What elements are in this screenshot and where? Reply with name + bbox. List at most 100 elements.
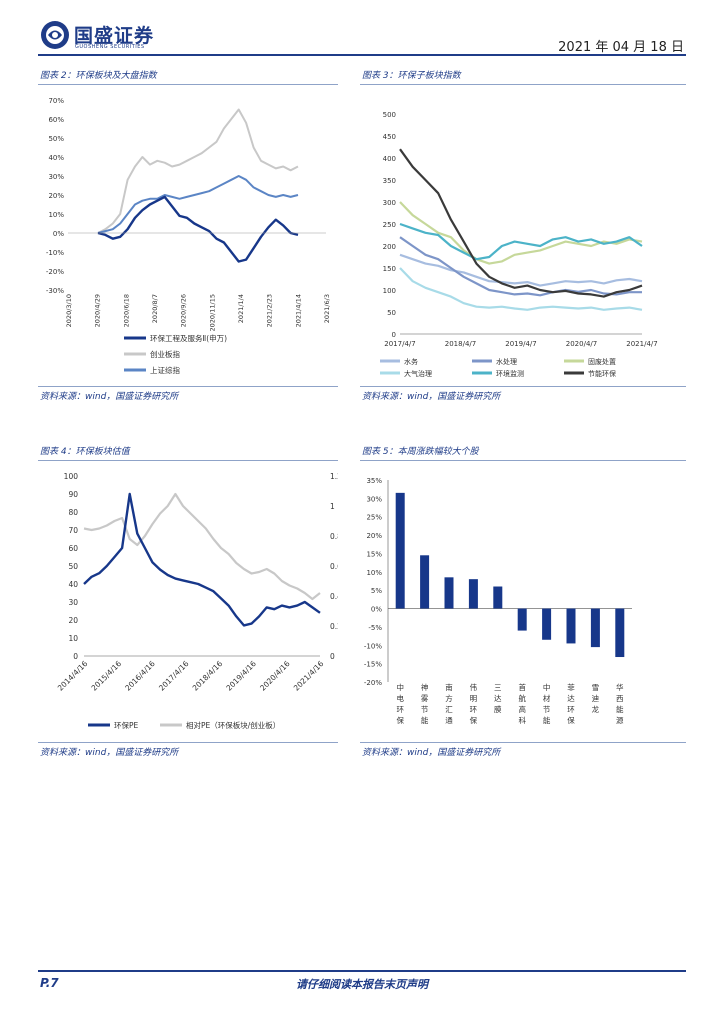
fig5-bar [493,586,503,609]
fig4-x-tick: 2017/4/16 [157,659,191,693]
fig3-y-tick: 300 [383,199,396,207]
fig5-y-tick: -20% [364,679,382,687]
fig4-pe-line [83,492,321,627]
fig2-y-tick: 40% [48,154,64,162]
fig4-title-rule [38,460,338,461]
fig4-x-tick: 2020/4/16 [258,659,292,693]
fig5-source: 资料来源：wind，国盛证券研究所 [362,748,501,758]
fig2-y-tick: -30% [46,287,64,295]
fig4-y-left-tick: 70 [68,526,78,535]
fig4-legend-label: 环保PE [114,721,139,730]
page-number: P.7 [40,976,59,990]
fig2-x-tick: 2020/11/15 [208,294,216,331]
fig5-bar [395,492,405,609]
fig2-series-line [97,108,299,234]
fig2-x-tick: 2020/4/29 [94,294,102,327]
fig2-title-rule [38,84,338,85]
fig3-x-tick: 2018/4/7 [445,340,476,348]
fig4-x-tick: 2016/4/16 [123,659,157,693]
fig2-y-tick: 50% [48,135,64,143]
fig5-y-tick: 35% [366,477,382,485]
fig2-source: 资料来源：wind，国盛证券研究所 [40,392,179,402]
fig4-chart: 10090807060504030201001.210.80.60.40.202… [56,472,338,730]
fig3-legend-label: 节能环保 [588,369,616,378]
fig3-y-tick: 200 [383,243,396,251]
fig4-y-right-tick: 1.2 [330,472,338,481]
brand-name: 国盛证券 [74,25,155,47]
fig2-x-tick: 2021/4/14 [294,294,302,327]
fig4-y-left-tick: 90 [68,490,78,499]
fig3-legend-label: 水务 [404,357,418,366]
fig5-y-tick: 10% [366,569,382,577]
fig3-x-tick: 2019/4/7 [505,340,536,348]
fig3-series-line [399,267,643,311]
fig3-y-tick: 250 [383,221,396,229]
fig2-y-tick: 60% [48,116,64,124]
fig4-source-rule [38,742,338,743]
fig4-y-right-tick: 0.6 [330,562,338,571]
fig3-series-line [399,236,642,297]
fig4-relative-pe-line [83,492,321,601]
fig3-source: 资料来源：wind，国盛证券研究所 [362,392,501,402]
fig3-legend-label: 大气治理 [404,369,432,378]
fig5-bar [542,608,552,640]
fig4-x-tick: 2021/4/16 [292,659,326,693]
fig5-title-rule [360,460,686,461]
fig3-title: 图表 3：环保子板块指数 [362,71,461,81]
fig5-bar [420,555,430,609]
fig4-y-left-tick: 10 [68,634,78,643]
fig3-series-line [399,201,643,265]
fig2-y-tick: -20% [46,268,64,276]
fig5-chart: 35% 30% 25% 20% 15% 10% 5% 0% -5% -10% -15% -20% 中电环… [364,477,632,725]
fig4-y-right-tick: 1 [330,502,335,511]
fig2-chart: 70%60%50%40%30%20%10%0%-10%-20%-30%2020/… [46,97,331,375]
fig2-x-tick: 2021/6/3 [323,294,331,323]
fig4-y-right-tick: 0.8 [330,532,338,541]
fig3-x-tick: 2020/4/7 [566,340,597,348]
fig5-y-tick: -10% [364,642,382,650]
fig2-y-tick: 70% [48,97,64,105]
fig2-y-tick: -10% [46,249,64,257]
fig5-bar [444,577,454,609]
fig3-y-tick: 450 [383,133,396,141]
fig4-y-left-tick: 40 [68,580,78,589]
fig4-x-tick: 2018/4/16 [191,659,225,693]
brand-logo [40,20,70,50]
fig5-bar [517,608,527,631]
fig4-y-left-tick: 60 [68,544,78,553]
fig5-category-label: 南方汇通 [445,682,453,725]
fig3-y-tick: 350 [383,177,396,185]
fig2-source-rule [38,386,338,387]
fig5-category-label: 中材节能 [543,682,551,725]
fig4-y-left-tick: 30 [68,598,78,607]
fig2-x-tick: 2020/9/26 [180,294,188,327]
fig5-category-label: 菲达环保 [567,682,575,725]
brand-subtitle: GUOSHENG SECURITIES [75,44,145,50]
fig5-bar [468,579,478,609]
fig2-y-tick: 20% [48,192,64,200]
fig2-x-tick: 2021/1/4 [237,294,245,323]
fig2-y-tick: 30% [48,173,64,181]
disclaimer-notice: 请仔细阅读本报告末页声明 [296,978,428,991]
fig2-x-tick: 2020/8/7 [151,294,159,323]
fig5-category-label: 首航高科 [518,682,526,725]
fig4-y-left-tick: 20 [68,616,78,625]
fig2-x-tick: 2020/3/10 [65,294,73,327]
fig3-source-rule [360,386,686,387]
fig2-legend-label: 创业板指 [150,349,180,359]
fig3-y-tick: 100 [383,287,396,295]
fig2-series-line [97,195,299,263]
fig4-y-right-tick: 0.2 [330,622,338,631]
fig3-y-tick: 50 [387,309,396,317]
fig5-category-label: 中电环保 [396,682,404,725]
fig3-legend-label: 环境监测 [496,369,524,378]
fig5-y-tick: 20% [366,532,382,540]
fig5-category-label: 华西能源 [616,682,624,725]
fig3-series-line [399,222,643,261]
fig3-legend-label: 水处理 [496,357,517,366]
fig4-y-right-tick: 0.4 [330,592,338,601]
fig5-category-label: 雪迪龙 [592,683,600,714]
fig3-y-tick: 500 [383,111,396,119]
fig4-y-left-tick: 80 [68,508,78,517]
